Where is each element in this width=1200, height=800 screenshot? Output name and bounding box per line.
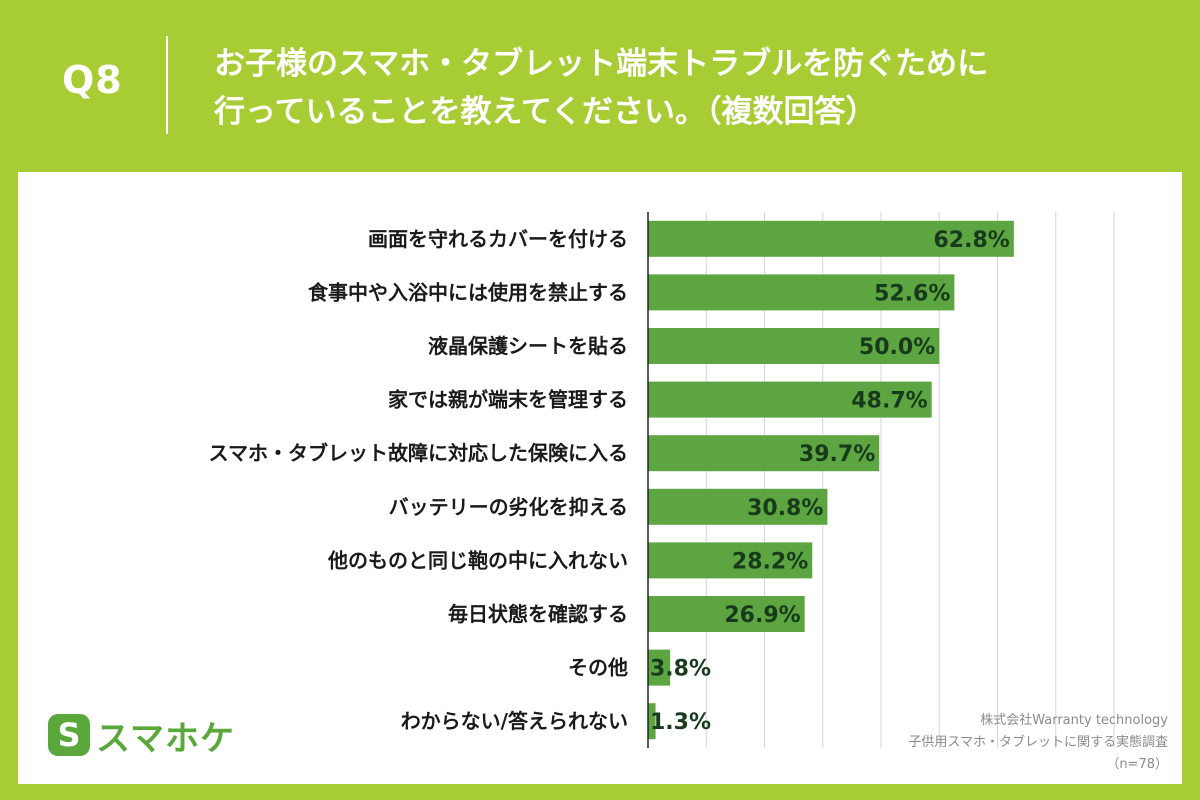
question-title-line-1: お子様のスマホ・タブレット端末トラブルを防ぐために bbox=[214, 46, 989, 82]
question-title: お子様のスマホ・タブレット端末トラブルを防ぐために 行っていることを教えてくださ… bbox=[214, 40, 1174, 136]
value-label: 1.3% bbox=[650, 710, 711, 735]
value-label: 3.8% bbox=[650, 657, 711, 682]
bar bbox=[648, 435, 880, 472]
brand-logo: S スマホケ bbox=[48, 710, 235, 760]
value-label: 39.7% bbox=[799, 442, 875, 467]
value-label: 48.7% bbox=[851, 389, 927, 414]
bar bbox=[648, 328, 940, 364]
category-label: わからない/答えられない bbox=[401, 709, 628, 733]
bar bbox=[648, 220, 1014, 257]
category-label: 家では親が端末を管理する bbox=[388, 388, 628, 412]
question-number: Q8 bbox=[62, 58, 123, 102]
bar bbox=[648, 542, 813, 579]
value-label: 26.9% bbox=[724, 603, 800, 628]
bar bbox=[648, 703, 656, 740]
bar bbox=[648, 596, 805, 632]
brand-logo-icon: S bbox=[48, 714, 90, 756]
source-sample: （n=78） bbox=[1106, 757, 1168, 772]
category-label: 画面を守れるカバーを付ける bbox=[368, 227, 628, 251]
category-label: バッテリーの劣化を抑える bbox=[389, 495, 628, 519]
chart-panel: 画面を守れるカバーを付ける 62.8% 食事中や入浴中には使用を禁止する 52.6% 液… bbox=[18, 172, 1182, 784]
bar bbox=[648, 488, 828, 525]
header: Q8 お子様のスマホ・タブレット端末トラブルを防ぐために 行っていることを教えて… bbox=[0, 0, 1200, 170]
source-survey: 子供用スマホ・タブレットに関する実態調査 bbox=[908, 735, 1168, 750]
value-label: 50.0% bbox=[859, 335, 935, 360]
value-label: 62.8% bbox=[933, 228, 1009, 253]
bar bbox=[648, 649, 671, 686]
category-label: 毎日状態を確認する bbox=[448, 602, 628, 626]
brand-logo-text: スマホケ bbox=[96, 718, 235, 759]
category-label: 液晶保護シートを貼る bbox=[428, 334, 628, 358]
value-label: 28.2% bbox=[732, 549, 808, 574]
question-title-line-2: 行っていることを教えてください。（複数回答） bbox=[214, 94, 877, 130]
category-label: その他 bbox=[568, 656, 628, 680]
source-note: 株式会社Warranty technology 子供用スマホ・タブレットに関する… bbox=[908, 710, 1168, 776]
value-label: 30.8% bbox=[747, 496, 823, 521]
bar-chart: 画面を守れるカバーを付ける 62.8% 食事中や入浴中には使用を禁止する 52.6% 液… bbox=[209, 212, 1115, 748]
source-company: 株式会社Warranty technology bbox=[980, 713, 1168, 728]
category-label: 他のものと同じ鞄の中に入れない bbox=[327, 548, 628, 572]
bar bbox=[648, 381, 932, 418]
header-divider bbox=[166, 36, 168, 134]
category-label: 食事中や入浴中には使用を禁止する bbox=[308, 280, 628, 304]
value-label: 52.6% bbox=[874, 281, 950, 306]
category-label: スマホ・タブレット故障に対応した保険に入る bbox=[209, 441, 628, 465]
bar bbox=[648, 274, 955, 311]
